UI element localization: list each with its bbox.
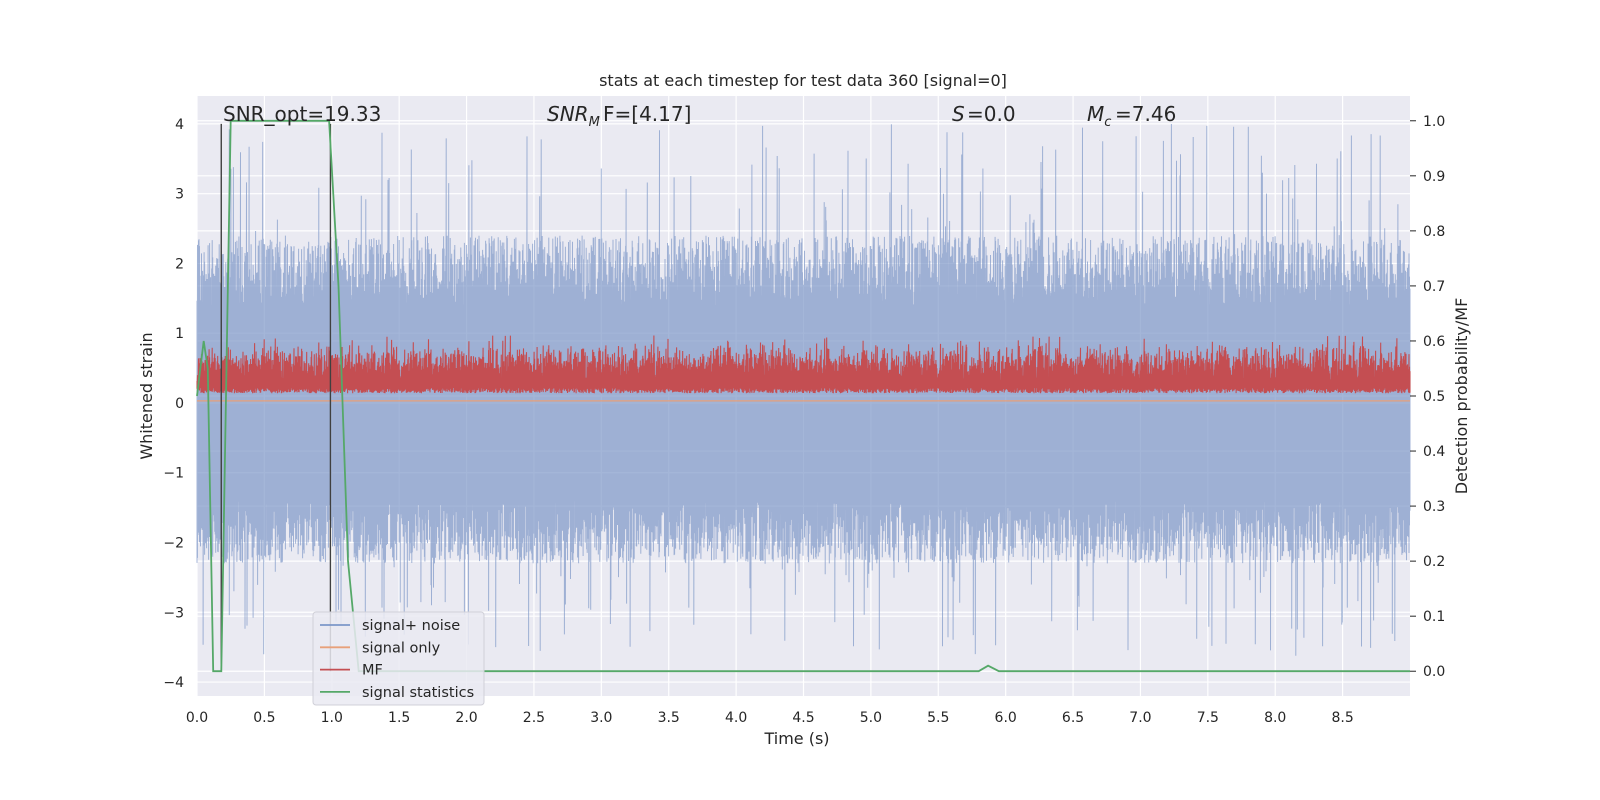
series-signal-statistics [196, 119, 1410, 673]
x-tick-label: 0.0 [186, 710, 208, 726]
x-tick-label: 5.5 [927, 710, 949, 726]
y-tick-label: −4 [163, 675, 184, 691]
y-tick-label: 3 [175, 187, 184, 203]
x-tick-label: 3.5 [658, 710, 680, 726]
x-tick-label: 2.0 [455, 710, 477, 726]
legend-box [312, 611, 485, 706]
y2-tick-label: 0.9 [1423, 169, 1445, 185]
x-tick-label: 8.5 [1331, 710, 1353, 726]
x-tick-label: 7.0 [1129, 710, 1151, 726]
y2-tick-label: 0.6 [1423, 334, 1445, 350]
y2-tick-label: 0.4 [1423, 444, 1445, 460]
series-signal-noise [196, 123, 1411, 656]
y2-tick-label: 0.1 [1423, 609, 1445, 625]
x-tick-label: 8.0 [1264, 710, 1286, 726]
y2-tick-label: 0.8 [1423, 224, 1445, 240]
annotation-s: S =0.0 [952, 102, 1016, 126]
x-tick-label: 6.5 [1062, 710, 1084, 726]
legend-label: MF [362, 663, 383, 679]
x-tick-label: 2.5 [523, 710, 545, 726]
y-tick-label: 1 [175, 326, 184, 342]
y-axis-label: Whitened strain [137, 332, 156, 459]
x-tick-label: 4.0 [725, 710, 747, 726]
legend-label: signal statistics [362, 685, 474, 701]
x-tick-label: 3.0 [590, 710, 612, 726]
y-tick-label: −2 [163, 536, 184, 552]
annotation-mc-value: =7.46 [1115, 102, 1176, 126]
x-tick-label: 5.0 [860, 710, 882, 726]
x-tick-label: 6.0 [995, 710, 1017, 726]
x-tick-label: 4.5 [792, 710, 814, 726]
y-tick-label: 0 [175, 396, 184, 412]
annotation-s-value: =0.0 [967, 102, 1016, 126]
x-tick-label: 7.5 [1197, 710, 1219, 726]
y2-tick-label: 0.3 [1423, 499, 1445, 515]
annotation-snr-mf-value: F=[4.17] [603, 102, 691, 126]
annotation-snr-mf: SNRM F=[4.17] [547, 102, 691, 130]
y-tick-label: −1 [163, 466, 184, 482]
legend: signal+ noise signal only MF signal statist… [312, 611, 485, 706]
y2-tick-label: 0.7 [1423, 279, 1445, 295]
data-layer [196, 119, 1411, 673]
legend-label: signal only [362, 640, 441, 656]
y2-tick-label: 1.0 [1423, 114, 1445, 130]
svg-text:S: S [952, 102, 965, 126]
axis-ticks: 0.0 0.5 1.0 1.5 2.0 2.5 3.0 3.5 4.0 4.5 5.0 5.5 6.0 6… [163, 114, 1445, 726]
annotation-mc: Mc =7.46 [1087, 102, 1176, 130]
y2-tick-label: 0.2 [1423, 554, 1445, 570]
y-tick-label: 2 [175, 256, 184, 272]
legend-label: signal+ noise [362, 618, 460, 634]
y2-tick-label: 0.5 [1423, 389, 1445, 405]
chart-title: stats at each timestep for test data 360… [599, 71, 1007, 90]
x-tick-label: 1.5 [388, 710, 410, 726]
x-tick-label: 0.5 [253, 710, 275, 726]
annotation-snr-opt: SNR_opt=19.33 [223, 102, 381, 126]
y-tick-label: −3 [163, 605, 184, 621]
y2-tick-label: 0.0 [1423, 664, 1445, 680]
y2-axis-label: Detection probability/MF [1452, 298, 1471, 495]
x-tick-label: 1.0 [321, 710, 343, 726]
x-axis-label: Time (s) [763, 729, 829, 748]
y-tick-label: 4 [175, 117, 184, 133]
series-mf [196, 335, 1411, 394]
